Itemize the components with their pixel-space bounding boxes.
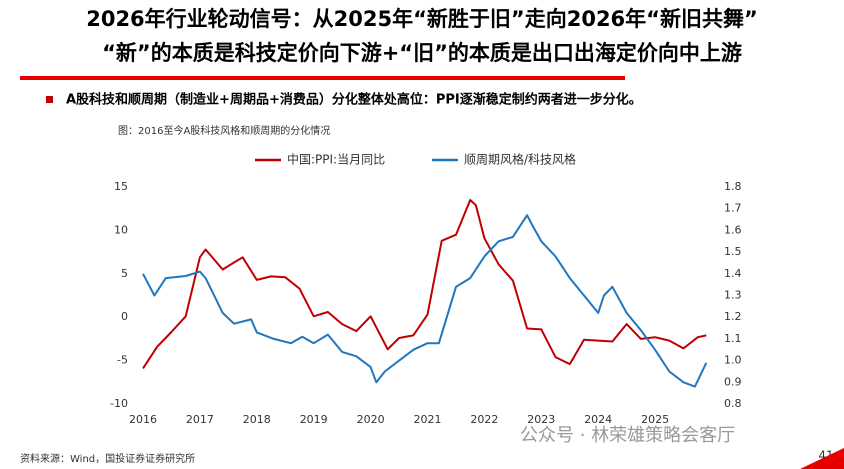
corner-decoration [800, 448, 844, 469]
legend-label: 中国:PPI:当月同比 [287, 152, 385, 167]
y2-tick-label: 0.9 [724, 375, 742, 388]
y2-tick-label: 1.3 [724, 289, 742, 302]
bullet-text: A股科技和顺周期（制造业+周期品+消费品）分化整体处高位：PPI逐渐稳定制约两者… [66, 92, 642, 108]
title-underline [20, 76, 625, 80]
figure-caption: 图：2016至今A股科技风格和顺周期的分化情况 [118, 124, 330, 137]
y2-tick-label: 1.7 [724, 202, 742, 215]
legend-label: 顺周期风格/科技风格 [464, 152, 576, 167]
y-tick-label: 5 [121, 267, 128, 280]
data-line [142, 199, 707, 369]
title-line: 2026年行业轮动信号：从2025年“新胜于旧”走向2026年“新旧共舞” [86, 7, 758, 31]
y-tick-label: 10 [114, 223, 128, 236]
x-tick-label: 2021 [414, 413, 442, 426]
x-tick-label: 2017 [186, 413, 214, 426]
x-tick-label: 2022 [470, 413, 498, 426]
y2-tick-label: 1.2 [724, 310, 742, 323]
y2-tick-label: 1.6 [724, 223, 742, 236]
x-tick-label: 2024 [584, 413, 612, 426]
y-tick-label: 0 [121, 310, 128, 323]
y-tick-label: -10 [110, 397, 128, 410]
watermark: 公众号 · 林荣雄策略会客厅 [520, 425, 735, 446]
bullet-marker [46, 96, 53, 103]
y2-tick-label: 1.8 [724, 180, 742, 193]
title-line: “新”的本质是科技定价向下游+“旧”的本质是出口出海定价向中上游 [102, 41, 742, 65]
source-text: 资料来源：Wind，国投证券证券研究所 [20, 452, 195, 465]
x-tick-label: 2020 [357, 413, 385, 426]
y2-tick-label: 0.8 [724, 397, 742, 410]
x-tick-label: 2016 [129, 413, 157, 426]
data-line [142, 214, 708, 388]
y-tick-label: 15 [114, 180, 128, 193]
x-tick-label: 2018 [243, 413, 271, 426]
x-tick-label: 2025 [641, 413, 669, 426]
x-tick-label: 2023 [527, 413, 555, 426]
y-tick-label: -5 [117, 354, 128, 367]
y2-tick-label: 1.1 [724, 332, 742, 345]
y2-tick-label: 1.0 [724, 354, 742, 367]
x-tick-label: 2019 [300, 413, 328, 426]
y2-tick-label: 1.5 [724, 245, 742, 258]
y2-tick-label: 1.4 [724, 267, 742, 280]
